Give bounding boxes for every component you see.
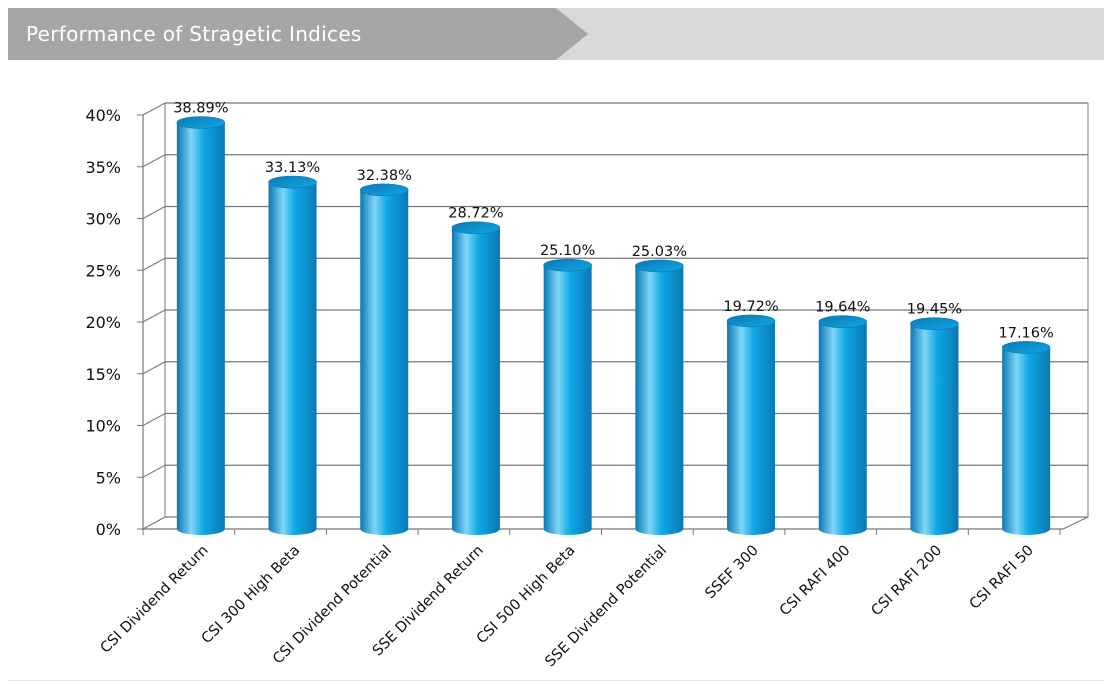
category-label: CSI 500 High Beta	[474, 543, 579, 648]
data-label: 19.64%	[815, 300, 870, 316]
bar-cap	[635, 259, 684, 273]
bar-cap	[818, 315, 868, 329]
gridline-depth	[142, 257, 166, 271]
data-label: 17.16%	[999, 325, 1054, 341]
gridline-depth	[142, 361, 166, 375]
bar	[543, 265, 592, 535]
bottom-rule	[8, 680, 1104, 681]
y-tick-label: 20%	[85, 313, 121, 332]
chart-title: Performance of Stragetic Indices	[26, 22, 362, 46]
data-label: 19.72%	[723, 299, 778, 315]
gridline-depth	[142, 413, 166, 426]
y-tick-label: 25%	[85, 261, 121, 280]
bar-cap	[726, 314, 776, 328]
category-label: SSEF 300	[702, 543, 762, 603]
data-label: 19.45%	[907, 302, 962, 318]
bar	[910, 323, 959, 535]
y-tick-label: 40%	[85, 106, 121, 125]
category-label: CSI Dividend Return	[98, 543, 212, 657]
bar	[268, 182, 317, 536]
data-label: 33.13%	[265, 160, 320, 176]
y-tick-label: 5%	[96, 468, 121, 487]
bar	[360, 189, 409, 535]
data-label: 32.38%	[357, 168, 412, 184]
data-label: 38.89%	[173, 100, 228, 116]
bar-cap	[268, 175, 317, 189]
bar-cap	[451, 221, 501, 235]
y-tick-label: 0%	[96, 520, 121, 539]
category-label: CSI 300 High Beta	[199, 543, 304, 648]
data-label: 25.03%	[632, 244, 687, 260]
data-label: 25.10%	[540, 243, 595, 259]
category-label: CSI RAFI 50	[967, 543, 1037, 613]
y-tick-label: 15%	[85, 365, 121, 384]
bar-cap	[1001, 341, 1051, 354]
gridline-depth	[142, 206, 166, 219]
bar	[727, 320, 776, 535]
gridline-depth	[142, 154, 166, 168]
data-label: 28.72%	[448, 206, 503, 222]
header-arrow	[8, 8, 588, 60]
gridline-depth	[142, 516, 166, 530]
category-label: CSI RAFI 200	[869, 543, 946, 620]
bar-cap	[176, 116, 226, 129]
y-tick-label: 10%	[85, 417, 121, 436]
bar	[1002, 347, 1051, 535]
bar-cap	[359, 183, 409, 197]
y-tick-label: 35%	[85, 158, 121, 177]
gridline-depth	[142, 464, 166, 478]
bar-cap	[543, 258, 592, 272]
floor-right-edge	[1062, 516, 1089, 530]
category-label: CSI RAFI 400	[777, 543, 854, 620]
bar-cap	[910, 317, 959, 330]
y-tick-label: 30%	[85, 210, 121, 229]
bar	[818, 321, 867, 535]
bar	[451, 227, 500, 536]
bar	[635, 265, 684, 535]
gridline-depth	[142, 102, 166, 116]
bar	[176, 122, 225, 536]
gridline-depth	[142, 309, 166, 323]
